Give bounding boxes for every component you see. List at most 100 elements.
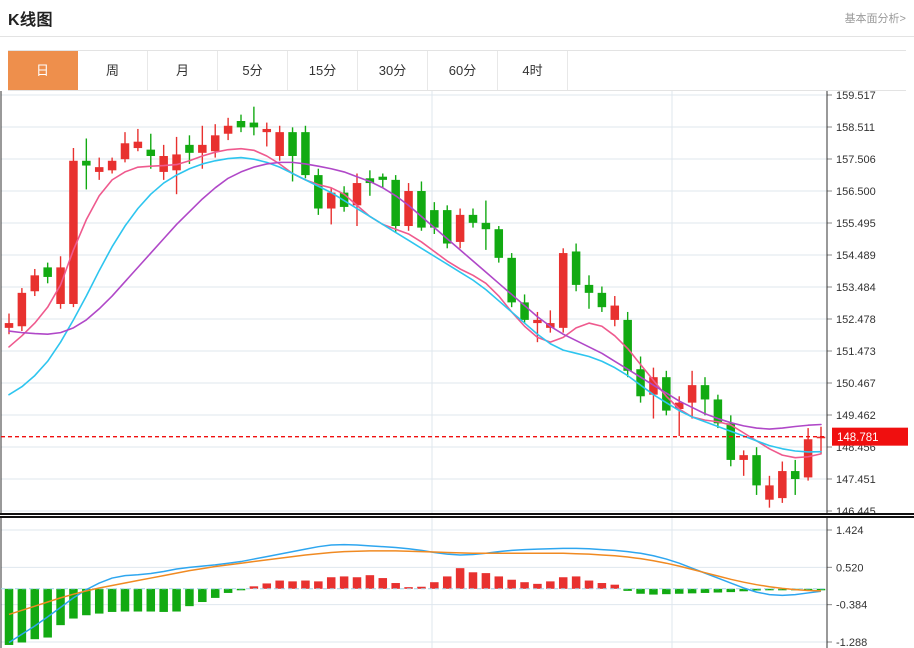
candle-body: [120, 143, 130, 160]
macd-histogram-bar: [275, 580, 284, 589]
price-axis-label: 156.500: [836, 186, 876, 198]
price-axis-label: 146.445: [836, 506, 876, 515]
macd-histogram-bar: [546, 581, 555, 589]
macd-histogram-bar: [597, 583, 607, 589]
macd-histogram-bar: [417, 586, 426, 589]
candle-body: [713, 399, 723, 424]
candle-body: [159, 156, 168, 172]
tab-1[interactable]: 周: [78, 51, 148, 90]
fundamental-analysis-link[interactable]: 基本面分析>: [844, 13, 906, 25]
price-chart-svg[interactable]: 159.517 158.511 157.506 156.500 155.495 154.4…: [0, 91, 914, 515]
candle-body: [442, 210, 452, 244]
macd-chart-pane[interactable]: 1.424 0.520 -0.384 -1.288: [0, 516, 914, 648]
macd-histogram-bar: [223, 588, 233, 593]
candle-body: [700, 385, 710, 400]
macd-histogram-bar: [442, 576, 452, 589]
candle-body: [803, 439, 813, 478]
price-axis-label: 158.511: [836, 122, 875, 134]
candle-body: [94, 167, 104, 172]
macd-histogram-bar: [584, 580, 594, 589]
macd-chart-svg[interactable]: 1.424 0.520 -0.384 -1.288: [0, 516, 914, 648]
candle-body: [352, 183, 362, 206]
macd-histogram-bar: [236, 588, 246, 591]
macd-histogram-bar: [674, 588, 684, 594]
ma-line-MA10: [8, 156, 822, 453]
candle-body: [185, 144, 194, 153]
macd-histogram-bar: [662, 588, 671, 595]
candle-body: [17, 292, 27, 327]
price-chart-pane[interactable]: 159.517 158.511 157.506 156.500 155.495 154.4…: [0, 91, 914, 515]
candle-body: [584, 284, 594, 293]
macd-histogram-bar: [365, 575, 375, 589]
macd-histogram-bar: [455, 568, 465, 589]
price-axis-label: 152.478: [836, 314, 876, 326]
macd-histogram-bar: [726, 588, 736, 593]
macd-histogram-bar: [765, 588, 774, 591]
candle-body: [765, 485, 774, 500]
candle-body: [262, 128, 272, 133]
ma-line-MA20: [8, 161, 822, 430]
candle-body: [391, 179, 400, 227]
macd-histogram-bar: [69, 588, 78, 619]
candle-body: [249, 122, 259, 128]
macd-histogram-bar: [816, 588, 826, 591]
macd-histogram-bar: [326, 577, 336, 589]
candle-body: [378, 176, 388, 180]
macd-histogram-bar: [494, 576, 504, 589]
candle-body: [210, 135, 220, 152]
price-axis-label: 159.517: [836, 91, 876, 102]
macd-histogram-bar: [288, 581, 297, 589]
macd-axis-label: 0.520: [836, 562, 864, 574]
current-price-badge: [832, 427, 908, 446]
macd-line-DEA: [8, 550, 822, 616]
candle-body: [687, 385, 697, 403]
macd-histogram-bar: [713, 588, 723, 593]
candle-body: [30, 275, 40, 292]
macd-histogram-bar: [133, 588, 143, 612]
candle-body: [430, 210, 439, 228]
candle-body: [494, 229, 504, 258]
candle-body: [146, 149, 156, 157]
macd-histogram-bar: [301, 580, 310, 589]
macd-histogram-bar: [623, 588, 632, 591]
candle-body: [558, 253, 568, 328]
tab-2[interactable]: 月: [148, 51, 218, 90]
macd-histogram-bar: [533, 583, 542, 589]
macd-histogram-bar: [210, 588, 220, 598]
tab-6[interactable]: 60分: [428, 51, 498, 90]
candle-body: [107, 160, 117, 171]
candle-body: [326, 192, 336, 209]
candle-body: [133, 141, 143, 149]
macd-histogram-bar: [94, 588, 104, 614]
tab-4[interactable]: 15分: [288, 51, 358, 90]
tab-7[interactable]: 4时: [498, 51, 568, 90]
macd-histogram-bar: [82, 588, 91, 616]
macd-histogram-bar: [262, 583, 272, 589]
candle-body: [198, 144, 207, 153]
macd-histogram-bar: [172, 588, 181, 612]
timeframe-tabbar: 日周月 5分 15分 30分 60分 4时: [8, 50, 906, 91]
macd-line-DIFF: [8, 543, 822, 644]
macd-histogram-bar: [558, 577, 568, 589]
tab-0[interactable]: 日: [8, 51, 78, 90]
macd-histogram-bar: [159, 588, 168, 612]
candle-body: [636, 369, 645, 397]
candle-body: [82, 160, 91, 166]
candle-body: [4, 323, 14, 328]
macd-histogram-bar: [507, 579, 516, 589]
price-axis-label: 151.473: [836, 346, 876, 358]
candle-body: [610, 305, 620, 320]
macd-histogram-bar: [314, 581, 323, 589]
macd-histogram-bar: [571, 576, 581, 589]
tab-5[interactable]: 30分: [358, 51, 428, 90]
macd-histogram-bar: [339, 576, 349, 589]
tab-3[interactable]: 5分: [218, 51, 288, 90]
candle-body: [223, 125, 233, 134]
candle-body: [778, 471, 787, 499]
macd-histogram-bar: [430, 582, 439, 589]
macd-histogram-bar: [43, 588, 52, 638]
macd-axis-label: 1.424: [836, 525, 864, 537]
candle-body: [481, 222, 491, 230]
macd-histogram-bar: [803, 588, 813, 591]
